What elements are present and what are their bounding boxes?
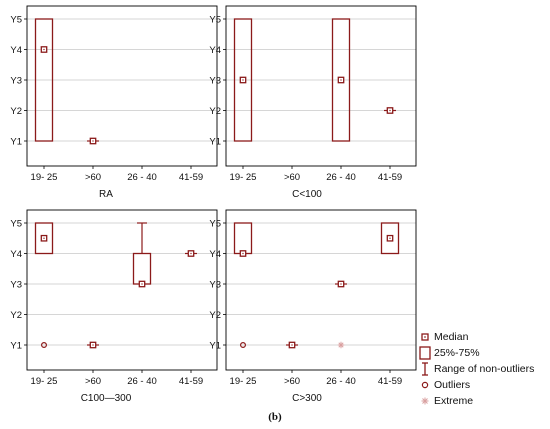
median-dot: [92, 140, 94, 142]
outlier-point: [40, 342, 47, 349]
y-tick-label: Y5: [10, 219, 22, 230]
x-tick-label: 19- 25: [31, 172, 58, 183]
median-dot: [43, 237, 45, 239]
median-dot: [340, 283, 342, 285]
median-dot: [340, 79, 342, 81]
x-tick-label: 26 - 40: [326, 172, 356, 183]
median-dot: [291, 344, 293, 346]
x-tick-label: 41-59: [378, 376, 402, 387]
iqr-box: [380, 222, 400, 255]
legend-label-median: Median: [434, 331, 469, 343]
y-tick-label: Y3: [10, 76, 22, 87]
x-tick-label: >60: [85, 376, 101, 387]
iqr-box: [331, 18, 351, 142]
x-tick-label: 19- 25: [31, 376, 58, 387]
iqr-box: [34, 18, 54, 142]
x-tick-label: 41-59: [179, 172, 203, 183]
outlier-point: [240, 342, 247, 349]
x-tick-label: >60: [284, 172, 300, 183]
x-tick-label: 26 - 40: [127, 172, 157, 183]
x-tick-label: 41-59: [179, 376, 203, 387]
panel-frame: [225, 209, 417, 371]
y-tick-label: Y5: [10, 15, 22, 26]
panel-title-ra: RA: [99, 189, 113, 200]
y-tick-label: Y4: [10, 249, 22, 260]
iqr-box: [34, 222, 54, 255]
figure-caption: (b): [268, 411, 282, 423]
iqr-box: [233, 18, 253, 142]
box-swatch-icon: [419, 346, 431, 360]
legend-item-extreme: Extreme: [418, 393, 548, 409]
panel-frame: [26, 5, 218, 167]
x-tick-label: >60: [85, 172, 101, 183]
y-tick-label: Y5: [209, 15, 221, 26]
x-tick-label: 26 - 40: [326, 376, 356, 387]
y-tick-label: Y4: [10, 45, 22, 56]
y-tick-label: Y2: [10, 310, 22, 321]
legend-item-median: Median: [418, 329, 548, 345]
panel-frame: [26, 209, 218, 371]
median-dot: [242, 79, 244, 81]
iqr-box: [233, 222, 253, 255]
extreme-point: [337, 341, 345, 349]
y-tick-label: Y2: [209, 310, 221, 321]
x-tick-label: 41-59: [378, 172, 402, 183]
legend-item-box: 25%-75%: [418, 345, 548, 361]
y-tick-label: Y3: [209, 280, 221, 291]
y-tick-label: Y1: [209, 137, 221, 148]
y-tick-label: Y4: [209, 249, 221, 260]
x-tick-label: >60: [284, 376, 300, 387]
median-dot: [389, 109, 391, 112]
legend: Median 25%-75% Range of non-outliers Out…: [418, 329, 548, 409]
y-tick-label: Y3: [209, 76, 221, 87]
legend-label-extreme: Extreme: [434, 395, 474, 407]
extreme-star-icon: [421, 397, 429, 405]
median-dot: [141, 283, 143, 285]
panel-title-c-gt-300: C>300: [292, 393, 322, 404]
panel-title-c-lt-100: C<100: [292, 189, 322, 200]
x-tick-label: 19- 25: [230, 376, 257, 387]
y-tick-label: Y2: [209, 106, 221, 117]
y-tick-label: Y1: [209, 341, 221, 352]
legend-label-outliers: Outliers: [434, 379, 471, 391]
panel-frame: [225, 5, 417, 167]
panel-title-c100-300: C100—300: [80, 393, 132, 404]
median-dot: [43, 48, 45, 51]
outlier-circle-icon: [421, 381, 429, 389]
legend-item-range: Range of non-outliers: [418, 361, 548, 377]
median-dot: [92, 344, 94, 346]
median-dot: [389, 237, 391, 239]
median-dot: [242, 252, 244, 255]
iqr-box: [132, 252, 152, 285]
y-tick-label: Y1: [10, 137, 22, 148]
x-tick-label: 26 - 40: [127, 376, 157, 387]
y-tick-label: Y1: [10, 341, 22, 352]
y-tick-label: Y3: [10, 280, 22, 291]
whisker-range-icon: [422, 362, 428, 376]
legend-label-range: Range of non-outliers: [434, 363, 535, 375]
y-tick-label: Y2: [10, 106, 22, 117]
median-dot: [190, 252, 192, 255]
legend-label-box: 25%-75%: [434, 347, 480, 359]
median-marker-icon: [421, 333, 429, 341]
x-tick-label: 19- 25: [230, 172, 257, 183]
legend-item-outliers: Outliers: [418, 377, 548, 393]
y-tick-label: Y5: [209, 219, 221, 230]
y-tick-label: Y4: [209, 45, 221, 56]
